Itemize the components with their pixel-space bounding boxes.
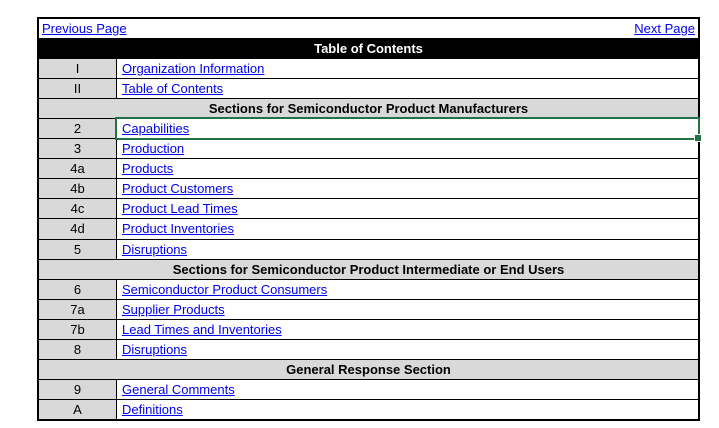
toc-link-cell: Product Lead Times — [117, 199, 698, 219]
section-header-label: Sections for Semiconductor Product Manuf… — [208, 101, 529, 117]
toc-table: Previous Page Next Page Table of Content… — [37, 17, 702, 421]
toc-entry-row: 6 Semiconductor Product Consumers — [39, 279, 698, 300]
toc-link-cell: Supplier Products — [117, 299, 698, 319]
page-title: Table of Contents — [314, 41, 423, 57]
toc-title-row: Table of Contents — [39, 39, 698, 60]
active-cell-outline — [115, 117, 700, 141]
toc-link-cell: General Comments — [117, 379, 698, 399]
row-number-label: I — [75, 61, 80, 77]
toc-link[interactable]: Disruptions — [122, 241, 188, 257]
row-number-cell: I — [39, 59, 117, 79]
toc-link-cell: Lead Times and Inventories — [117, 319, 698, 339]
toc-link-cell: Disruptions — [117, 339, 698, 359]
row-number-cell: 6 — [39, 279, 117, 299]
toc-link-cell: Organization Information — [117, 59, 698, 79]
row-number-label: 7a — [70, 301, 85, 317]
toc-link-cell: Product Customers — [117, 179, 698, 199]
row-number-label: 8 — [73, 341, 82, 357]
row-number-label: 5 — [73, 241, 82, 257]
toc-link-cell: Capabilities — [115, 117, 702, 143]
row-number-cell: A — [39, 399, 117, 419]
row-number-label: 4c — [70, 201, 85, 217]
row-number-label: 3 — [73, 141, 82, 157]
toc-link-cell: Definitions — [117, 399, 698, 419]
nav-row: Previous Page Next Page — [39, 19, 698, 40]
toc-link[interactable]: Lead Times and Inventories — [122, 321, 282, 337]
toc-link-cell: Table of Contents — [117, 79, 698, 99]
section-header-label: General Response Section — [286, 361, 451, 377]
row-number-cell: 3 — [39, 139, 117, 159]
toc-link-cell: Products — [117, 159, 698, 179]
toc-entry-row: 7b Lead Times and Inventories — [39, 319, 698, 340]
row-number-cell: 9 — [39, 379, 117, 399]
toc-link[interactable]: Definitions — [122, 401, 183, 417]
toc-entry-row: 3 Production — [39, 139, 698, 160]
next-page-link[interactable]: Next Page — [634, 21, 695, 37]
toc-link[interactable]: Supplier Products — [122, 301, 225, 317]
row-number-cell: 7b — [39, 319, 117, 339]
section-header-row: Sections for Semiconductor Product Inter… — [39, 259, 698, 280]
row-number-cell: 4d — [39, 219, 117, 239]
toc-link[interactable]: Organization Information — [122, 61, 265, 77]
row-number-label: II — [73, 81, 82, 97]
row-number-label: 4d — [70, 221, 85, 237]
section-header-label: Sections for Semiconductor Product Inter… — [172, 261, 565, 277]
toc-link[interactable]: Semiconductor Product Consumers — [122, 281, 328, 297]
toc-entry-row: 5 Disruptions — [39, 239, 698, 260]
toc-link-cell: Semiconductor Product Consumers — [117, 279, 698, 299]
previous-page-link[interactable]: Previous Page — [42, 21, 127, 37]
row-number-label: 4b — [70, 181, 85, 197]
row-number-cell: 2 — [39, 119, 117, 139]
toc-entry-row: 4a Products — [39, 159, 698, 180]
toc-entry-row: 4c Product Lead Times — [39, 199, 698, 220]
toc-entry-row: 4d Product Inventories — [39, 219, 698, 240]
toc-link[interactable]: Product Inventories — [122, 221, 235, 237]
toc-link[interactable]: Table of Contents — [122, 81, 224, 97]
row-number-cell: 8 — [39, 339, 117, 359]
row-number-cell: 4c — [39, 199, 117, 219]
toc-link[interactable]: Production — [122, 141, 185, 157]
toc-link[interactable]: Products — [122, 161, 174, 177]
row-number-cell: II — [39, 79, 117, 99]
row-number-cell: 4b — [39, 179, 117, 199]
toc-link-cell: Production — [117, 139, 698, 159]
toc-entry-row: I Organization Information — [39, 59, 698, 80]
toc-entry-row: 2 Capabilities — [39, 117, 702, 143]
row-number-label: 4a — [70, 161, 85, 177]
row-number-label: A — [73, 401, 82, 417]
row-number-label: 2 — [73, 121, 82, 137]
toc-link[interactable]: Capabilities — [122, 121, 190, 137]
toc-entry-row: A Definitions — [39, 399, 698, 419]
row-number-cell: 4a — [39, 159, 117, 179]
row-number-label: 7b — [70, 321, 85, 337]
row-number-cell: 7a — [39, 299, 117, 319]
section-header-row: General Response Section — [39, 359, 698, 380]
toc-entry-row: 4b Product Customers — [39, 179, 698, 200]
toc-link[interactable]: Product Customers — [122, 181, 234, 197]
toc-link-cell: Product Inventories — [117, 219, 698, 239]
toc-link[interactable]: Product Lead Times — [122, 201, 238, 217]
toc-link[interactable]: General Comments — [122, 381, 235, 397]
toc-entry-row: 9 General Comments — [39, 379, 698, 400]
row-number-cell: 5 — [39, 239, 117, 259]
section-header-row: Sections for Semiconductor Product Manuf… — [39, 99, 698, 120]
row-number-label: 6 — [73, 281, 82, 297]
toc-entry-row: 8 Disruptions — [39, 339, 698, 360]
row-number-label: 9 — [73, 381, 82, 397]
toc-link[interactable]: Disruptions — [122, 341, 188, 357]
toc-entry-row: 7a Supplier Products — [39, 299, 698, 320]
toc-entry-row: II Table of Contents — [39, 79, 698, 100]
toc-link-cell: Disruptions — [117, 239, 698, 259]
